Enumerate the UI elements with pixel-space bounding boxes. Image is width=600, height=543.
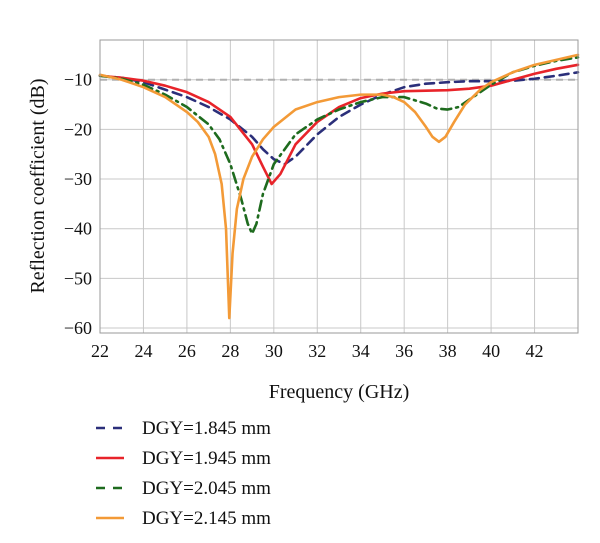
x-tick-label: 26 [178,341,196,361]
x-tick-label: 42 [526,341,544,361]
x-tick-label: 32 [308,341,326,361]
y-tick-label: −40 [64,219,92,239]
series-line-4 [98,53,580,320]
plot-frame [99,39,579,334]
x-tick-label: 22 [91,341,109,361]
legend-item-2: DGY=1.945 mm [96,448,271,469]
legend-item-3: DGY=2.045 mm [96,478,271,499]
y-tick-label: −30 [64,169,92,189]
legend-label: DGY=1.945 mm [142,448,271,469]
x-tick-label: 24 [134,341,152,361]
series-line-3 [98,56,580,235]
y-tick-label: −10 [64,70,92,90]
legend-item-1: DGY=1.845 mm [96,418,271,439]
y-tick-label: −20 [64,119,92,139]
series-line-2 [98,63,580,186]
plot-background [100,40,578,333]
x-tick-label: 30 [265,341,283,361]
legend: DGY=1.845 mm DGY=1.945 mm DGY=2.045 mm DGY=… [96,418,271,529]
legend-label: DGY=2.045 mm [142,478,271,499]
legend-label: DGY=1.845 mm [142,418,271,439]
x-tick-label: 28 [221,341,239,361]
y-tick-label: −60 [64,318,92,338]
grid-layer [99,40,578,333]
x-axis-title: Frequency (GHz) [269,381,410,403]
y-axis-title: Reflection coefficient (dB) [27,78,49,293]
series-layer [98,53,580,320]
x-tick-label: 40 [482,341,500,361]
y-tick-label: −50 [64,268,92,288]
x-tick-label: 36 [395,341,413,361]
legend-item-4: DGY=2.145 mm [96,508,271,529]
tick-label-layer: 22 24 26 28 30 32 34 36 38 40 42 −10 −20 −30 −40 −50 −60 [64,70,544,361]
x-tick-label: 38 [439,341,457,361]
legend-label: DGY=2.145 mm [142,508,271,529]
x-tick-label: 34 [352,341,370,361]
